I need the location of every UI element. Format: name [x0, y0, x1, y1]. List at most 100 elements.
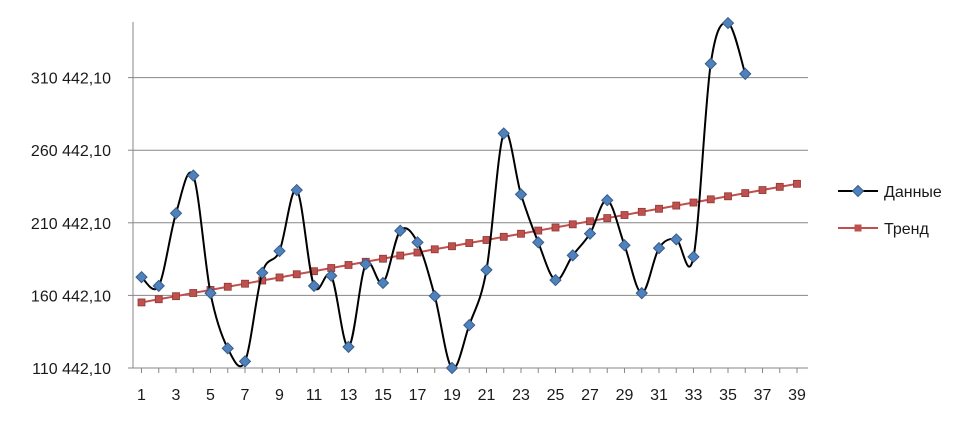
data-point: [154, 295, 163, 304]
data-point: [603, 214, 612, 222]
x-tick-label: 23: [512, 387, 530, 404]
data-point: [411, 236, 424, 249]
data-point: [448, 242, 456, 251]
data-point: [566, 249, 579, 262]
x-tick-label: 21: [478, 387, 496, 404]
x-tick-label: 9: [275, 387, 284, 404]
data-point: [465, 239, 474, 247]
data-point: [670, 233, 683, 246]
x-tick-label: 31: [650, 387, 668, 404]
data-point: [169, 207, 183, 220]
data-point: [307, 279, 321, 293]
data-point: [618, 239, 631, 252]
data-point: [514, 188, 528, 201]
x-tick-label: 19: [443, 387, 461, 404]
legend-marker: [851, 184, 865, 198]
data-point: [273, 244, 286, 258]
data-point: [672, 201, 681, 210]
x-tick-label: 7: [241, 387, 250, 404]
legend-entry: Тренд: [838, 221, 930, 238]
legend-entry: Данные: [838, 184, 942, 201]
x-tick-label: 25: [547, 387, 565, 404]
data-point: [152, 279, 165, 293]
data-point: [721, 16, 735, 30]
data-point: [189, 289, 198, 297]
data-point: [376, 276, 390, 290]
data-point: [172, 292, 180, 301]
data-point: [137, 298, 146, 307]
data-point: [238, 355, 252, 368]
data-point: [741, 189, 750, 197]
data-point: [739, 67, 752, 81]
data-point: [482, 236, 491, 244]
data-point: [256, 266, 269, 280]
x-tick-label: 35: [719, 387, 737, 404]
legend-label: Тренд: [884, 221, 930, 238]
data-point: [292, 270, 301, 279]
x-tick-label: 13: [340, 387, 358, 404]
data-point: [704, 57, 717, 70]
series-layer: [135, 16, 801, 375]
data-point: [549, 273, 562, 287]
x-axis: 1 3 5 7 9 11 13 15 17 19 21 23 25 27 29 31 33 35 37 39: [133, 367, 808, 404]
data-point: [532, 236, 545, 249]
x-tick-label: 27: [581, 387, 599, 404]
y-tick-label: 310 442,10: [31, 71, 111, 88]
x-tick-label: 33: [685, 387, 703, 404]
data-point: [517, 229, 525, 238]
data-point: [275, 273, 284, 282]
data-point: [724, 192, 732, 201]
data-point: [551, 223, 560, 232]
data-point: [583, 227, 597, 240]
data-point: [775, 182, 784, 191]
series-Данные: [135, 16, 752, 375]
gridlines: [133, 77, 808, 296]
data-point: [344, 261, 353, 269]
data-point: [568, 220, 577, 229]
data-point: [497, 127, 510, 140]
data-point: [428, 289, 441, 303]
data-point: [241, 279, 249, 288]
data-point: [635, 286, 648, 300]
data-point: [379, 254, 387, 263]
data-point: [325, 269, 338, 282]
data-point: [396, 251, 405, 260]
data-point: [223, 282, 232, 291]
data-point: [620, 211, 629, 219]
data-point: [706, 195, 715, 204]
legend: Данные Тренд: [838, 184, 942, 238]
data-point: [221, 342, 234, 355]
legend-label: Данные: [884, 184, 942, 201]
y-tick-label: 160 442,10: [31, 288, 111, 305]
data-point: [793, 179, 801, 188]
x-tick-label: 1: [137, 387, 146, 404]
data-point: [430, 245, 439, 254]
data-point: [290, 183, 303, 197]
data-point: [652, 241, 666, 255]
x-tick-label: 29: [616, 387, 634, 404]
x-tick-label: 3: [172, 387, 181, 404]
x-tick-label: 15: [374, 387, 392, 404]
data-point: [480, 263, 493, 277]
data-point: [687, 250, 700, 264]
x-tick-label: 17: [409, 387, 427, 404]
data-point: [204, 286, 217, 300]
data-point: [187, 169, 200, 182]
data-point: [689, 198, 698, 207]
x-tick-label: 11: [306, 387, 323, 404]
x-tick-label: 39: [788, 387, 806, 404]
data-point: [463, 318, 476, 332]
data-point: [445, 361, 459, 375]
data-point: [499, 232, 508, 241]
data-point: [586, 217, 594, 226]
x-tick-label: 5: [206, 387, 215, 404]
data-point: [342, 340, 355, 354]
y-tick-label: 260 442,10: [31, 143, 111, 160]
data-point: [655, 204, 663, 213]
data-point: [637, 207, 646, 216]
data-point: [135, 270, 148, 284]
data-point: [359, 257, 372, 271]
x-tick-label: 37: [754, 387, 772, 404]
y-tick-label: 210 442,10: [31, 216, 111, 233]
